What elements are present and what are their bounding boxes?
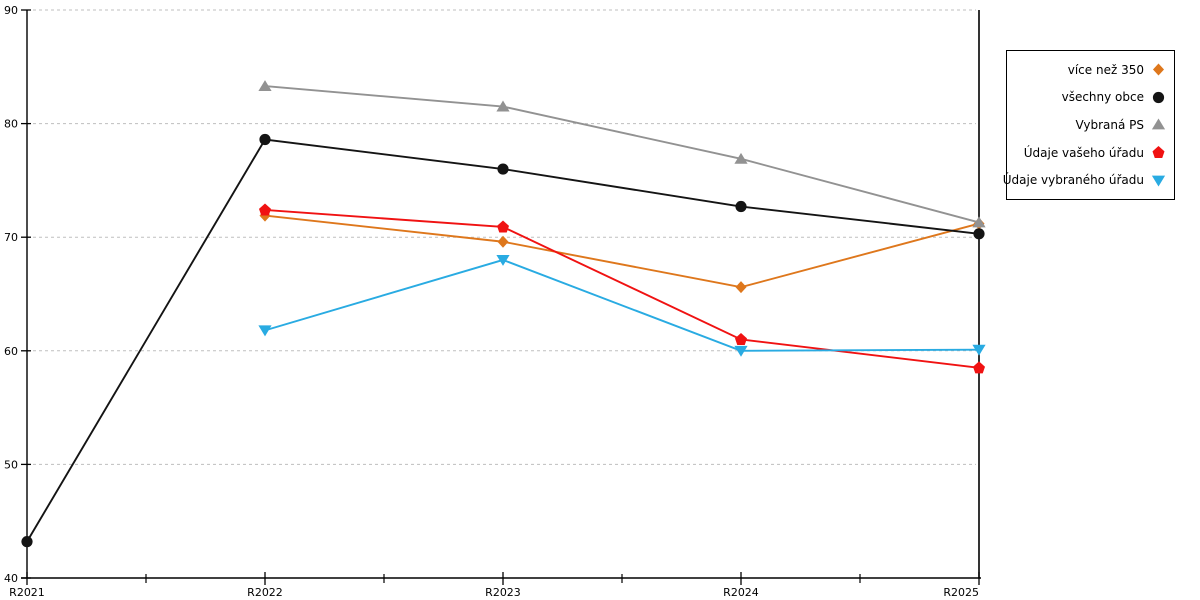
- legend-label: Vybraná PS: [1075, 117, 1144, 132]
- circle-marker-icon: [1152, 91, 1165, 103]
- triangle-up-marker-icon: [1151, 118, 1166, 130]
- y-axis-label-50: 50: [4, 458, 18, 471]
- data-point-3: [259, 203, 271, 216]
- data-point-0: [259, 209, 271, 222]
- legend-item-2: Vybraná PS: [1011, 111, 1166, 139]
- data-point-1: [497, 163, 509, 175]
- series-line-0: [264, 214, 980, 289]
- x-axis-label-R2021: R2021: [9, 586, 45, 599]
- legend-item-0: více než 350: [1011, 56, 1166, 84]
- data-point-0: [735, 281, 747, 294]
- data-point-1: [973, 228, 985, 240]
- legend-label: Údaje vašeho úřadu: [1023, 145, 1144, 160]
- data-point-4: [258, 325, 272, 337]
- y-axis-label-70: 70: [4, 231, 18, 244]
- data-point-4: [972, 344, 986, 356]
- data-point-2: [734, 152, 748, 164]
- x-axis-label-R2025: R2025: [943, 586, 979, 599]
- series-line-1: [26, 138, 980, 543]
- legend-item-1: všechny obce: [1011, 84, 1166, 112]
- circle-glyph: [1152, 91, 1165, 103]
- y-axis-label-90: 90: [4, 4, 18, 17]
- data-point-0: [497, 235, 509, 248]
- y-axis-label-80: 80: [4, 118, 18, 131]
- x-axis-label-R2023: R2023: [485, 586, 521, 599]
- legend-label: všechny obce: [1061, 90, 1144, 105]
- triangle-down-glyph: [1151, 175, 1166, 187]
- triangle-down-marker-icon: [1151, 175, 1166, 187]
- pentagon-glyph: [1152, 146, 1165, 159]
- legend-item-3: Údaje vašeho úřadu: [1011, 139, 1166, 167]
- legend-label: více než 350: [1067, 62, 1144, 77]
- data-point-3: [735, 332, 747, 345]
- triangle-up-glyph: [1151, 118, 1166, 130]
- data-point-3: [497, 220, 509, 233]
- data-point-2: [258, 80, 272, 92]
- legend-label: Údaje vybraného úřadu: [1002, 173, 1144, 188]
- data-point-1: [735, 200, 747, 213]
- data-point-4: [496, 255, 510, 266]
- series-line-2: [264, 85, 980, 224]
- data-point-4: [734, 345, 748, 357]
- diamond-glyph: [1152, 63, 1165, 76]
- diamond-marker-icon: [1152, 63, 1165, 76]
- legend-item-4: Údaje vybraného úřadu: [1003, 166, 1166, 194]
- y-axis-label-40: 40: [4, 572, 18, 585]
- data-point-2: [496, 100, 510, 112]
- x-axis-label-R2022: R2022: [247, 586, 283, 599]
- x-axis-label-R2024: R2024: [723, 586, 759, 599]
- y-axis-label-60: 60: [4, 345, 18, 358]
- chart-legend: více než 350 všechny obce Vybraná PS Údaje …: [1003, 50, 1175, 200]
- data-point-1: [21, 536, 33, 548]
- data-point-3: [973, 361, 985, 374]
- series-line-3: [264, 208, 980, 369]
- series-line-4: [264, 258, 980, 352]
- pentagon-marker-icon: [1152, 146, 1165, 159]
- data-point-2: [972, 216, 986, 228]
- data-point-1: [259, 133, 271, 146]
